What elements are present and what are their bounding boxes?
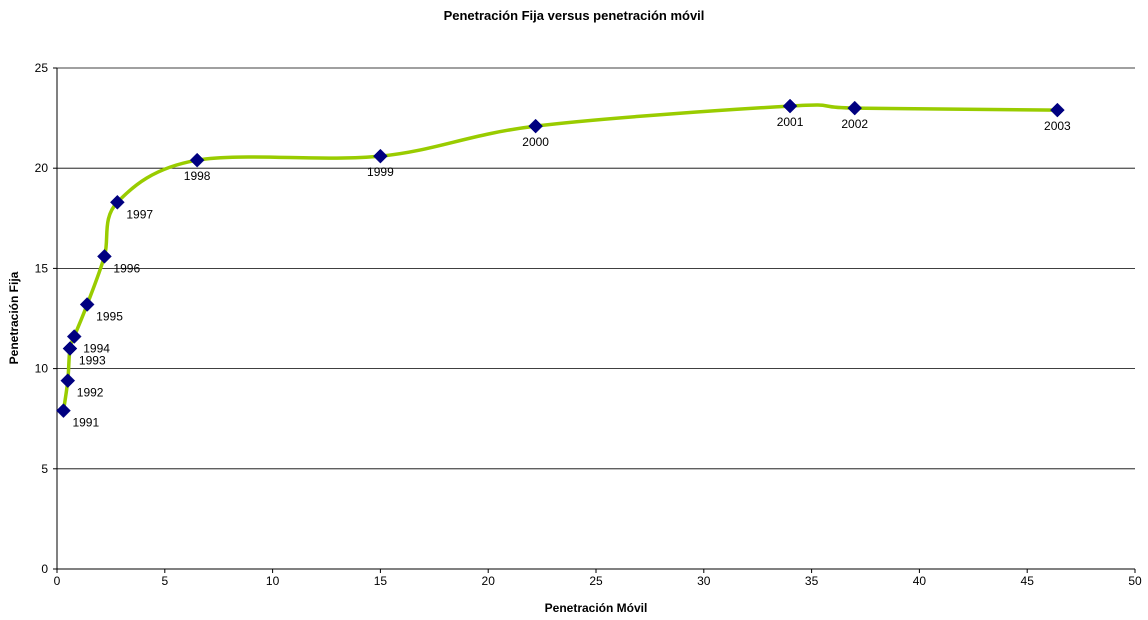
data-point-1991 bbox=[56, 403, 71, 419]
x-axis-label: Penetración Móvil bbox=[544, 601, 648, 615]
point-label-1992: 1992 bbox=[77, 386, 104, 400]
markers bbox=[56, 98, 1065, 419]
point-label-1991: 1991 bbox=[72, 416, 99, 430]
x-tick-label: 45 bbox=[1021, 574, 1035, 588]
chart-title: Penetración Fija versus penetración móvi… bbox=[443, 8, 705, 23]
data-point-1997 bbox=[110, 194, 125, 210]
point-label-1995: 1995 bbox=[96, 309, 123, 323]
x-tick-label: 50 bbox=[1128, 574, 1142, 588]
x-tick-label: 40 bbox=[913, 574, 927, 588]
data-point-1993 bbox=[62, 341, 78, 356]
data-point-2000 bbox=[528, 118, 543, 134]
point-label-2003: 2003 bbox=[1044, 119, 1071, 133]
y-tick-label: 5 bbox=[41, 462, 48, 476]
x-tick-label: 35 bbox=[805, 574, 819, 588]
data-point-1994 bbox=[66, 329, 82, 344]
data-point-1996 bbox=[97, 249, 112, 264]
point-label-1997: 1997 bbox=[126, 207, 153, 221]
point-label-1994: 1994 bbox=[83, 342, 110, 356]
data-point-1999 bbox=[373, 148, 388, 164]
x-tick-label: 5 bbox=[161, 574, 168, 588]
data-point-2003 bbox=[1050, 102, 1065, 118]
y-axis-label: Penetración Fija bbox=[7, 271, 21, 365]
point-label-2001: 2001 bbox=[777, 115, 804, 129]
point-label-1998: 1998 bbox=[184, 169, 211, 183]
series-line bbox=[61, 103, 1060, 413]
x-tick-label: 15 bbox=[374, 574, 388, 588]
x-tick-label: 0 bbox=[54, 574, 61, 588]
x-tick-label: 10 bbox=[266, 574, 280, 588]
y-tick-label: 15 bbox=[35, 261, 49, 275]
x-tick-label: 25 bbox=[589, 574, 603, 588]
y-tick-label: 20 bbox=[35, 161, 49, 175]
gridlines bbox=[57, 67, 1135, 470]
point-label-1993: 1993 bbox=[79, 354, 106, 368]
x-tick-label: 20 bbox=[482, 574, 496, 588]
data-point-2001 bbox=[782, 98, 798, 114]
x-tick-label: 30 bbox=[697, 574, 711, 588]
point-label-1999: 1999 bbox=[367, 165, 394, 179]
axes bbox=[53, 67, 1136, 573]
tick-labels: 0 5 10 15 20 25 0 5 10 15 20 25 30 35 40 45 50 bbox=[35, 61, 1142, 588]
y-tick-label: 0 bbox=[41, 562, 48, 576]
point-label-2002: 2002 bbox=[841, 117, 868, 131]
y-tick-label: 10 bbox=[35, 362, 49, 376]
data-point-1995 bbox=[79, 297, 95, 312]
data-point-2002 bbox=[847, 100, 863, 116]
point-label-2000: 2000 bbox=[522, 135, 549, 149]
data-point-1998 bbox=[189, 152, 205, 168]
data-point-1992 bbox=[60, 373, 76, 388]
point-label-1996: 1996 bbox=[113, 261, 140, 275]
y-tick-label: 25 bbox=[35, 61, 49, 75]
series bbox=[61, 103, 1060, 413]
